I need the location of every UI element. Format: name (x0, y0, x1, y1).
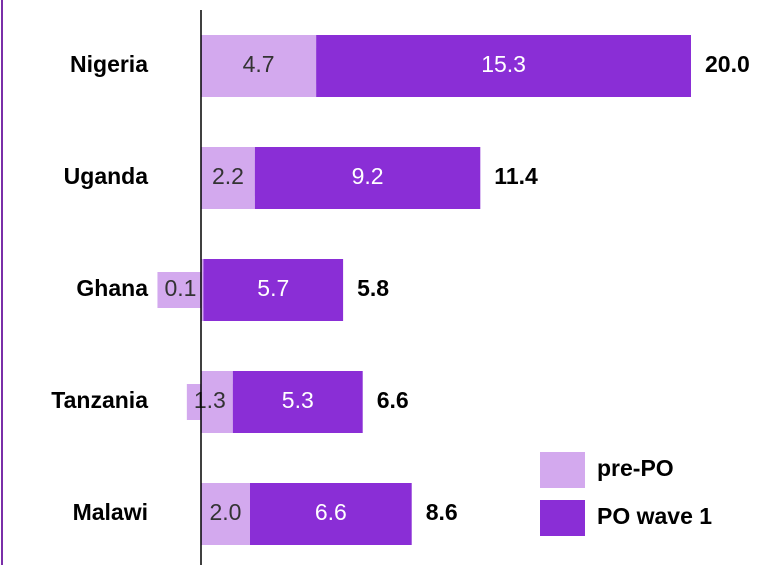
total-label: 6.6 (377, 387, 409, 413)
legend-swatch (540, 452, 585, 488)
segment-label: 5.3 (282, 387, 314, 413)
bar-segment (316, 35, 691, 97)
segment-label: 15.3 (481, 51, 526, 77)
bar-segment (254, 147, 481, 209)
label-background (201, 160, 255, 196)
label-background (201, 48, 317, 84)
segment-label: 6.6 (315, 499, 347, 525)
segment-label: 2.2 (212, 163, 244, 189)
total-label: 5.8 (357, 275, 389, 301)
label-background (186, 384, 233, 420)
segment-label: 1.3 (194, 387, 226, 413)
segment-label: 0.1 (164, 275, 196, 301)
category-label: Nigeria (70, 51, 148, 77)
category-label: Ghana (76, 275, 148, 301)
legend-swatch (540, 500, 585, 536)
label-background (201, 496, 250, 532)
segment-label: 2.0 (210, 499, 242, 525)
bar-segment (232, 371, 363, 433)
bar-segment (203, 259, 344, 321)
legend-label: PO wave 1 (597, 503, 712, 529)
total-label: 20.0 (705, 51, 750, 77)
category-label: Malawi (73, 499, 148, 525)
legend-label: pre-PO (597, 455, 674, 481)
bar-segment (250, 483, 412, 545)
total-label: 8.6 (426, 499, 458, 525)
segment-label: 4.7 (243, 51, 275, 77)
category-label: Tanzania (51, 387, 148, 413)
segment-label: 9.2 (352, 163, 384, 189)
category-label: Uganda (64, 163, 149, 189)
label-background (157, 272, 204, 308)
total-label: 11.4 (494, 163, 538, 189)
segment-label: 5.7 (257, 275, 289, 301)
